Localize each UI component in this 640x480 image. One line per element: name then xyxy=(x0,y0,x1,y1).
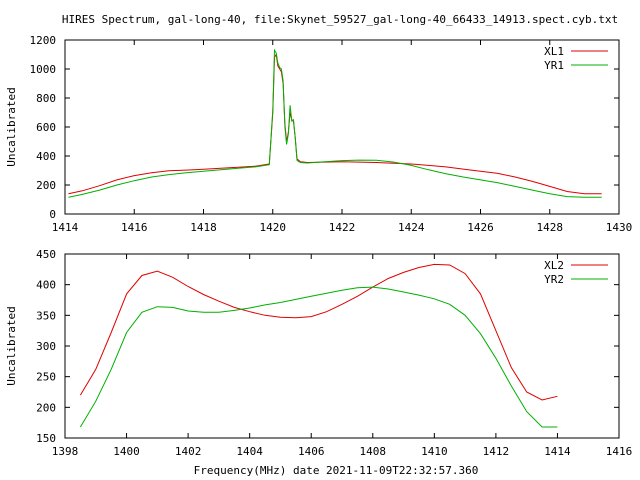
x-tick-label: 1404 xyxy=(236,445,263,458)
y-tick-label: 250 xyxy=(36,371,56,384)
figure-title: HIRES Spectrum, gal-long-40, file:Skynet… xyxy=(62,13,618,26)
x-tick-label: 1418 xyxy=(190,221,217,234)
x-tick-label: 1406 xyxy=(298,445,325,458)
x-tick-label: 1412 xyxy=(483,445,510,458)
legend-label: XL2 xyxy=(544,259,564,272)
y-tick-label: 400 xyxy=(36,279,56,292)
x-tick-label: 1420 xyxy=(260,221,287,234)
plot-frame xyxy=(64,39,620,215)
x-tick-label: 1422 xyxy=(329,221,356,234)
y-axis-label: Uncalibrated xyxy=(5,306,18,385)
y-tick-label: 200 xyxy=(36,401,56,414)
bottom-chart: 1398 1400 1402 1404 1406 1408 1410 1412 1414 1416… xyxy=(5,248,632,477)
y-tick-label: 150 xyxy=(36,432,56,445)
x-tick-label: 1424 xyxy=(398,221,425,234)
series-line-yr1 xyxy=(68,48,602,198)
y-tick-label: 300 xyxy=(36,340,56,353)
y-tick-label: 200 xyxy=(36,179,56,192)
x-tick-label: 1428 xyxy=(537,221,564,234)
y-tick-label: 800 xyxy=(36,92,56,105)
legend-label: XL1 xyxy=(544,45,564,58)
y-tick-label: 1200 xyxy=(30,34,57,47)
x-tick-label: 1430 xyxy=(606,221,633,234)
x-tick-label: 1414 xyxy=(544,445,571,458)
x-tick-label: 1426 xyxy=(467,221,494,234)
y-tick-label: 400 xyxy=(36,150,56,163)
x-tick-label: 1402 xyxy=(175,445,202,458)
y-axis-label: Uncalibrated xyxy=(5,87,18,166)
x-tick-label: 1398 xyxy=(52,445,79,458)
y-tick-label: 1000 xyxy=(30,63,57,76)
top-chart: 1414 1416 1418 1420 1422 1424 1426 1428 1430 0 200… xyxy=(5,34,632,234)
y-tick-label: 0 xyxy=(49,208,56,221)
y-tick-label: 600 xyxy=(36,121,56,134)
x-axis-label: Frequency(MHz) date 2021-11-09T22:32:57.… xyxy=(194,464,479,477)
series-line-xl1 xyxy=(68,53,602,195)
x-tick-label: 1410 xyxy=(421,445,448,458)
x-tick-label: 1416 xyxy=(121,221,148,234)
series-line-yr2 xyxy=(79,286,558,428)
legend-label: YR1 xyxy=(544,59,564,72)
legend-label: YR2 xyxy=(544,273,564,286)
x-tick-label: 1408 xyxy=(360,445,387,458)
x-tick-label: 1400 xyxy=(113,445,140,458)
plot-frame xyxy=(64,253,620,439)
x-tick-label: 1416 xyxy=(606,445,633,458)
x-tick-label: 1414 xyxy=(52,221,79,234)
y-tick-label: 450 xyxy=(36,248,56,261)
series-line-xl2 xyxy=(79,263,558,401)
y-tick-label: 350 xyxy=(36,309,56,322)
